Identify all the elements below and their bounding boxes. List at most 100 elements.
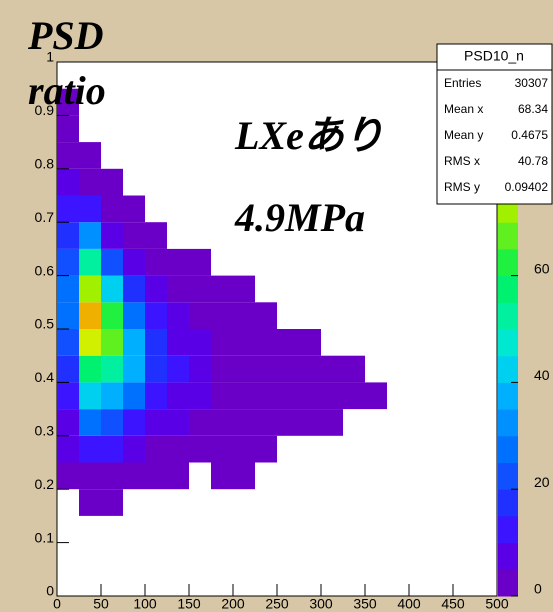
cell	[123, 302, 145, 329]
cell	[101, 489, 123, 516]
cell	[145, 275, 167, 303]
cell	[233, 382, 255, 410]
cell	[123, 409, 145, 436]
cell	[167, 302, 189, 329]
cell	[57, 382, 79, 410]
stats-label: Mean x	[444, 102, 483, 116]
x-tick-label: 250	[265, 596, 289, 612]
cell	[233, 329, 255, 356]
palette-band	[498, 409, 518, 437]
cell	[211, 462, 233, 490]
palette-band	[498, 248, 518, 277]
y-tick-label: 0.2	[35, 476, 55, 492]
cell	[123, 435, 145, 463]
x-tick-label: 100	[133, 596, 157, 612]
cell	[145, 248, 167, 276]
x-tick-label: 400	[397, 596, 421, 612]
cell	[167, 462, 189, 490]
cell	[167, 382, 189, 410]
cell	[79, 329, 101, 356]
y-title: PSD	[27, 13, 104, 58]
cell	[211, 302, 233, 329]
cell	[343, 382, 365, 410]
cell	[57, 168, 79, 196]
cell	[57, 355, 79, 383]
cell	[255, 435, 277, 463]
cell	[123, 382, 145, 410]
cell	[57, 435, 79, 463]
cell	[57, 462, 79, 490]
cell	[299, 355, 321, 383]
cell	[57, 88, 79, 116]
stats-box: PSD10_n Entries 30307 Mean x 68.34 Mean y 0.4…	[436, 43, 553, 205]
cell	[101, 275, 123, 303]
cell	[145, 222, 167, 249]
cell	[123, 329, 145, 356]
palette-band	[498, 355, 518, 383]
cell	[145, 329, 167, 356]
x-tick-label: 150	[177, 596, 201, 612]
cell	[79, 275, 101, 303]
y-tick-label: 0.7	[35, 209, 55, 225]
cell	[343, 355, 365, 383]
cell	[101, 302, 123, 329]
stats-value: 30307	[515, 76, 549, 90]
palette-band	[498, 329, 518, 357]
y-tick-label: 0.8	[35, 156, 55, 172]
cell	[79, 489, 101, 516]
cell	[277, 329, 299, 356]
cell	[211, 329, 233, 356]
cell	[233, 462, 255, 490]
palette-band	[498, 489, 518, 517]
cell	[299, 329, 321, 356]
cell	[145, 382, 167, 410]
cell	[123, 222, 145, 249]
cell	[101, 329, 123, 356]
cell	[299, 382, 321, 410]
cell	[79, 462, 101, 490]
y-tick-label: 0.3	[35, 423, 55, 439]
cell	[321, 382, 343, 410]
cell	[57, 409, 79, 436]
stats-label: Entries	[444, 76, 481, 90]
y-tick-label: 0.1	[35, 529, 55, 545]
cell	[101, 382, 123, 410]
z-tick-label: 20	[534, 474, 550, 490]
cell	[145, 435, 167, 463]
palette-band	[498, 302, 518, 330]
cell	[255, 409, 277, 436]
y-tick-label: 0.9	[35, 102, 55, 118]
cell	[79, 222, 101, 249]
cell	[299, 409, 321, 436]
cell	[123, 355, 145, 383]
cell	[233, 409, 255, 436]
cell	[79, 409, 101, 436]
cell	[123, 275, 145, 303]
cell	[211, 355, 233, 383]
palette-band	[498, 569, 518, 597]
palette-band	[498, 382, 518, 410]
cell	[255, 302, 277, 329]
cell	[167, 355, 189, 383]
x-tick-label: 0	[53, 596, 61, 612]
x-tick-label: 450	[441, 596, 465, 612]
palette-band	[498, 435, 518, 463]
cell	[57, 248, 79, 276]
cell	[321, 355, 343, 383]
palette-band	[498, 275, 518, 303]
cell	[189, 355, 211, 383]
x-tick-label: 500	[485, 596, 509, 612]
cell	[255, 382, 277, 410]
cell	[167, 435, 189, 463]
stats-value: 0.09402	[505, 180, 549, 194]
stats-value: 40.78	[518, 154, 548, 168]
cell	[101, 195, 123, 223]
y-tick-label: 0.6	[35, 262, 55, 278]
z-tick-label: 40	[534, 367, 550, 383]
cell	[79, 382, 101, 410]
cell	[145, 409, 167, 436]
cell	[123, 462, 145, 490]
y-title: ratio	[28, 68, 106, 113]
stats-label: RMS x	[444, 154, 480, 168]
